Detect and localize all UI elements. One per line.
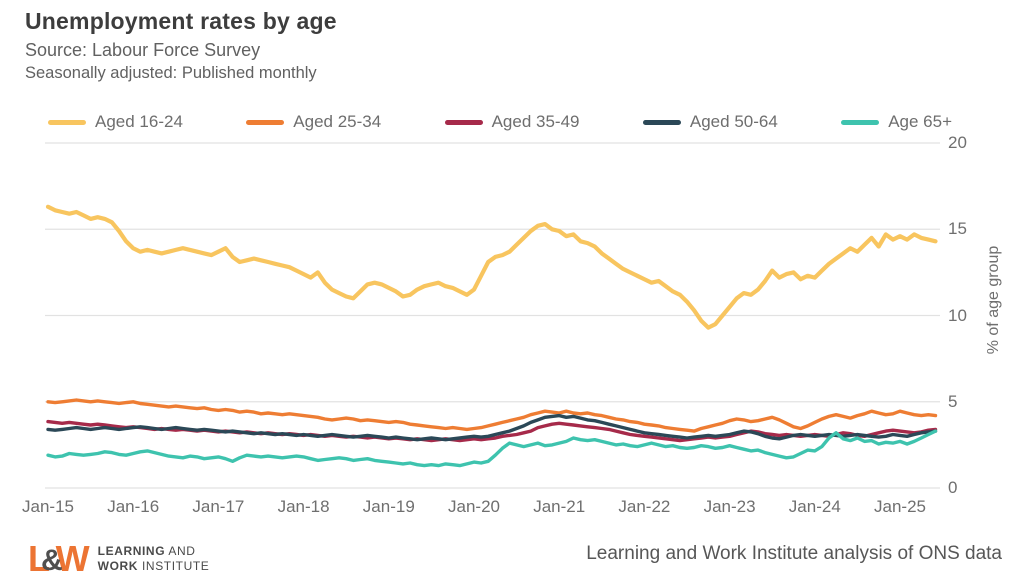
logo-letter-w: W — [55, 538, 90, 579]
analysis-credit: Learning and Work Institute analysis of … — [586, 543, 1002, 564]
series-line-aged-16-24 — [45, 204, 938, 330]
y-tick-label-10: 10 — [948, 305, 967, 325]
x-tick-label-jan-22: Jan-22 — [618, 497, 671, 516]
legend-item-age-65: Age 65+ — [841, 112, 952, 132]
y-axis-title: % of age group — [985, 245, 1002, 355]
series-line-aged-25-34 — [46, 398, 938, 433]
legend-swatch-age-65 — [841, 119, 880, 125]
legend-item-aged-25-34: Aged 25-34 — [246, 112, 381, 132]
x-tick-label-jan-19: Jan-19 — [362, 497, 415, 516]
legend-label: Aged 25-34 — [293, 112, 382, 131]
y-tick-label-15: 15 — [948, 219, 967, 239]
legend-item-aged-16-24: Aged 16-24 — [48, 112, 183, 132]
logo-line2-rest: INSTITUTE — [138, 559, 210, 573]
series-line-aged-50-64 — [46, 413, 938, 442]
x-tick-label-jan-21: Jan-21 — [533, 497, 586, 516]
legend-swatch-aged-35-49 — [444, 119, 483, 125]
series-line-age-65 — [46, 429, 938, 468]
logo-letter-l: L — [28, 538, 50, 579]
logo-text: LEARNING AND WORK INSTITUTE — [98, 544, 210, 574]
legend-item-aged-35-49: Aged 35-49 — [444, 112, 580, 132]
legend-swatch-aged-16-24 — [48, 119, 86, 125]
x-tick-label-jan-20: Jan-20 — [448, 497, 500, 516]
x-tick-label-jan-18: Jan-18 — [277, 497, 330, 516]
logo-line1-bold: LEARNING — [97, 544, 166, 558]
seasonal-note: Seasonally adjusted: Published monthly — [25, 64, 317, 82]
y-tick-label-20: 20 — [948, 133, 967, 152]
logo-ampersand: & — [41, 544, 63, 577]
x-tick-label-jan-16: Jan-16 — [107, 497, 160, 516]
x-tick-label-jan-15: Jan-15 — [22, 497, 74, 516]
page-title: Unemployment rates by age — [25, 8, 337, 34]
x-tick-label-jan-17: Jan-17 — [192, 497, 245, 516]
legend-item-aged-50-64: Aged 50-64 — [642, 112, 778, 132]
chart-legend: Aged 16-24 Aged 25-34 Aged 35-49 Aged 50-64… — [48, 110, 952, 134]
legend-label: Age 65+ — [888, 112, 952, 131]
lw-logo-icon: L & W — [28, 538, 90, 579]
logo-line1-rest: AND — [165, 544, 196, 558]
logo-line2-bold: WORK — [97, 559, 139, 573]
x-tick-label-jan-23: Jan-23 — [703, 497, 756, 516]
legend-swatch-aged-50-64 — [642, 119, 681, 125]
source-subtitle: Source: Labour Force Survey — [25, 40, 261, 60]
y-tick-label-0: 0 — [948, 478, 958, 497]
legend-label: Aged 35-49 — [491, 112, 580, 131]
legend-label: Aged 16-24 — [95, 112, 183, 131]
lw-institute-logo: L & W LEARNING AND WORK INSTITUTE — [28, 541, 209, 577]
y-tick-label-5: 5 — [948, 391, 958, 411]
chart-header: Unemployment rates by age Source: Labour… — [25, 8, 337, 83]
legend-label: Aged 50-64 — [689, 112, 778, 131]
x-tick-label-jan-25: Jan-25 — [874, 497, 926, 516]
legend-swatch-aged-25-34 — [246, 119, 285, 125]
x-tick-label-jan-24: Jan-24 — [788, 497, 841, 516]
